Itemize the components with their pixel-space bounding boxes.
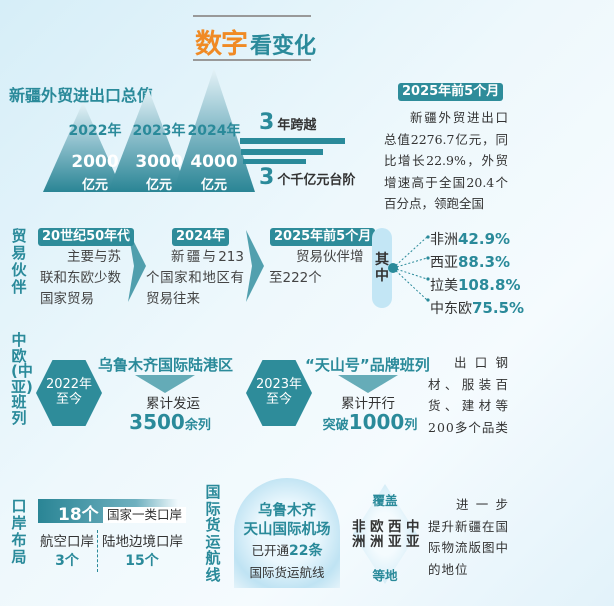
section-label: 中欧(中亚)班列 — [11, 331, 33, 427]
stat-suffix: 余列 — [184, 418, 211, 433]
port-count: 3个 — [55, 553, 79, 569]
chevron-down-icon — [338, 375, 398, 393]
port-name: 陆地边境口岸 — [102, 534, 183, 550]
airport-name-line2: 天山国际机场 — [243, 522, 331, 538]
ports-total: 18个 — [58, 505, 99, 525]
region-value: 108.8% — [458, 276, 521, 294]
title-rule-bottom — [193, 59, 311, 61]
chevron-down-icon — [135, 375, 195, 393]
routes-label: 国际货运航线 — [249, 565, 325, 580]
mountain-2024 — [173, 68, 255, 192]
since-text: 至今 — [55, 392, 82, 407]
port-count: 15个 — [125, 553, 159, 569]
section-label: 贸易伙伴 — [11, 227, 27, 296]
mountain-unit: 亿元 — [145, 178, 172, 193]
region-name: 非洲 — [430, 232, 458, 248]
trade-heading: 新疆外贸进出口总值 — [9, 86, 154, 105]
airport-name-line1: 乌鲁木齐 — [258, 503, 316, 519]
mountain-year: 2023年 — [132, 123, 186, 139]
airport-arch — [234, 478, 340, 588]
mountain-year: 2024年 — [187, 123, 241, 139]
title-part2: 看变化 — [250, 34, 317, 59]
block-stat: 突破1000列 — [310, 410, 430, 434]
mountain-2023 — [108, 88, 188, 192]
region-item: 非洲42.9% — [430, 228, 524, 251]
region-name: 中东欧 — [430, 301, 472, 317]
step-tag: 2024年 — [172, 228, 230, 246]
region-value: 75.5% — [472, 299, 525, 317]
region-item: 西亚88.3% — [430, 251, 524, 274]
step-tag: 2025年前5个月 — [270, 228, 376, 246]
section-label: 国际货运航线 — [205, 483, 221, 584]
leap-number: 3 — [259, 110, 275, 135]
region-name: 西亚 — [430, 255, 458, 271]
side-text: 出口钢材、服装百货、建材等200多个品类 — [428, 355, 509, 435]
since-year: 2022年 — [45, 377, 93, 392]
region-value: 42.9% — [458, 230, 511, 248]
mountain-unit: 亿元 — [81, 178, 108, 193]
ports-total-label: 国家一类口岸 — [103, 507, 187, 523]
side-text: 新疆外贸进出口总值2276.7亿元，同比增长22.9%，外贸增速高于全国20.4… — [384, 110, 508, 211]
mountain-value: 4000 — [190, 152, 238, 172]
among-pill: 其中 — [372, 228, 392, 308]
opened-text: 已开通 — [251, 543, 290, 558]
chevron-right-icon — [246, 230, 264, 302]
block-title: 乌鲁木齐国际陆港区 — [98, 356, 234, 374]
leap-steps: 3 个千亿元台阶 — [259, 165, 355, 190]
etc-label: 等地 — [372, 568, 398, 583]
mountain-value: 3000 — [135, 152, 183, 172]
block-desc: 累计发运 — [146, 396, 200, 412]
side-tag: 2025年前5个月 — [398, 83, 504, 101]
leap-text: 年跨越 — [277, 118, 317, 133]
coverage-region: 欧洲 — [370, 519, 384, 550]
leap-number: 3 — [259, 165, 275, 190]
cover-label: 覆盖 — [372, 493, 398, 508]
bar — [241, 149, 323, 155]
step-text: 新疆与213个国家和地区有贸易往来 — [146, 249, 244, 307]
bar — [243, 159, 306, 164]
title-part1: 数字 — [195, 29, 248, 60]
block-stat: 3500余列 — [100, 410, 240, 434]
step-text: 贸易伙伴增至222个 — [269, 249, 364, 286]
mountain-2022 — [43, 102, 123, 192]
region-item: 拉美108.8% — [430, 274, 524, 297]
region-name: 拉美 — [430, 278, 458, 294]
coverage-regions: 非洲 欧洲 西亚 中亚 — [352, 519, 420, 550]
region-value: 88.3% — [458, 253, 511, 271]
stat-prefix: 突破 — [322, 418, 349, 433]
stat-suffix: 列 — [404, 418, 418, 433]
since-hexagon: 2022年 至今 — [36, 360, 102, 426]
mountain-year: 2022年 — [68, 123, 122, 139]
coverage-region: 中亚 — [406, 519, 420, 550]
routes-stat: 已开通22条 — [234, 540, 340, 560]
leap-years: 3 年跨越 — [259, 110, 316, 135]
stat-value: 3500 — [129, 410, 185, 434]
stat-value: 1000 — [348, 410, 405, 434]
port-name: 航空口岸 — [40, 534, 94, 550]
chevron-right-icon — [128, 230, 146, 302]
divider — [97, 530, 98, 572]
coverage-region: 西亚 — [388, 519, 402, 550]
routes-count: 22条 — [289, 543, 323, 559]
mountains-graphic — [43, 68, 255, 192]
bar — [240, 138, 345, 144]
connector-lines — [388, 235, 430, 302]
coverage-region: 非洲 — [352, 519, 366, 550]
leap-text: 个千亿元台阶 — [277, 173, 356, 188]
mountain-unit: 亿元 — [200, 178, 227, 193]
block-desc: 累计开行 — [341, 396, 395, 412]
region-list: 非洲42.9% 西亚88.3% 拉美108.8% 中东欧75.5% — [430, 228, 524, 320]
mountain-value: 2000 — [71, 152, 119, 172]
step-text: 主要与苏联和东欧少数国家贸易 — [40, 249, 121, 307]
title-rule-top — [193, 15, 311, 17]
since-text: 至今 — [265, 392, 292, 407]
since-year: 2023年 — [255, 377, 303, 392]
section-label: 口岸布局 — [11, 497, 27, 566]
step-tag: 20世纪50年代 — [38, 228, 135, 246]
region-item: 中东欧75.5% — [430, 297, 524, 320]
block-title: “天山号”品牌班列 — [305, 356, 430, 374]
side-text: 进一步提升新疆在国际物流版图中的地位 — [428, 497, 510, 577]
since-hexagon: 2023年 至今 — [246, 360, 312, 426]
